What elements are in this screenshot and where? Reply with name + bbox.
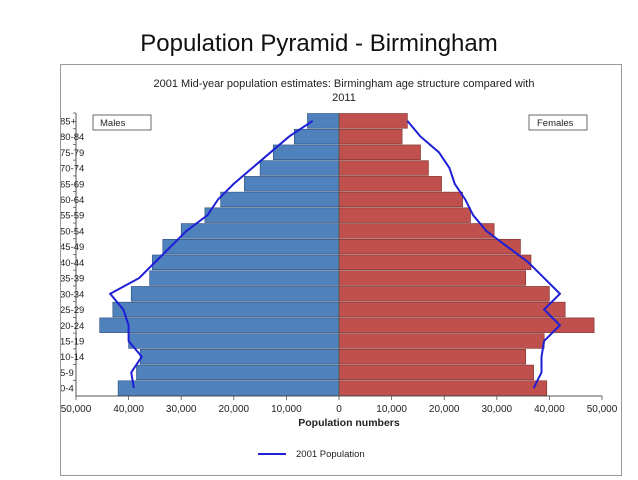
legend-males-label: Males bbox=[100, 118, 126, 129]
bar-female-35-39 bbox=[338, 270, 527, 286]
y-tick-label-65-69: 65-69 bbox=[61, 179, 84, 190]
bar-male-20-24 bbox=[99, 317, 340, 333]
slide-title: Population Pyramid - Birmingham bbox=[140, 30, 498, 57]
bar-male-35-39 bbox=[149, 270, 340, 286]
x-tick-label: 30,000 bbox=[166, 404, 197, 415]
bar-male-60-64 bbox=[220, 191, 340, 208]
bar-female-80-84 bbox=[338, 128, 403, 145]
x-tick-label: 50,000 bbox=[587, 404, 618, 415]
bar-male-25-29 bbox=[112, 301, 340, 318]
bar-female-70-74 bbox=[338, 160, 429, 176]
x-tick-label: 40,000 bbox=[113, 404, 144, 415]
x-tick-label: 20,000 bbox=[219, 404, 250, 415]
y-tick-label-40-44: 40-44 bbox=[61, 258, 84, 269]
bar-female-30-34 bbox=[338, 286, 550, 302]
y-tick-label-20-24: 20-24 bbox=[61, 321, 84, 332]
bar-female-25-29 bbox=[338, 301, 566, 318]
bar-male-55-59 bbox=[204, 207, 340, 223]
y-tick-label-5-9: 5-9 bbox=[61, 368, 74, 379]
bar-male-45-49 bbox=[162, 238, 340, 255]
y-tick-label-60-64: 60-64 bbox=[61, 195, 84, 206]
line-2001-male bbox=[108, 120, 314, 389]
bar-female-5-9 bbox=[338, 364, 534, 381]
y-tick-label-50-54: 50-54 bbox=[61, 226, 84, 237]
y-tick-label-30-34: 30-34 bbox=[61, 289, 84, 300]
y-tick-label-35-39: 35-39 bbox=[61, 274, 84, 285]
x-axis-title: Population numbers bbox=[298, 417, 400, 429]
y-tick-label-75-79: 75-79 bbox=[61, 148, 84, 159]
legend-females-label: Females bbox=[537, 118, 574, 129]
chart-frame: 2001 Mid-year population estimates: Birm… bbox=[60, 64, 622, 476]
bar-male-5-9 bbox=[136, 364, 340, 381]
bar-male-40-44 bbox=[151, 254, 340, 271]
x-tick-label: 20,000 bbox=[429, 404, 460, 415]
bar-female-60-64 bbox=[338, 191, 463, 208]
legend-females-box bbox=[528, 114, 588, 131]
y-tick-label-10-14: 10-14 bbox=[61, 352, 84, 363]
x-tick-label: 50,000 bbox=[61, 404, 92, 415]
x-tick-label: 10,000 bbox=[271, 404, 302, 415]
bar-male-50-54 bbox=[180, 223, 340, 239]
bar-male-10-14 bbox=[139, 349, 340, 365]
bar-female-55-59 bbox=[338, 207, 471, 223]
bar-female-85+ bbox=[338, 113, 408, 129]
bar-female-15-19 bbox=[338, 333, 545, 349]
bar-male-65-69 bbox=[244, 176, 340, 192]
bar-male-80-84 bbox=[293, 128, 340, 145]
legend-line-label: 2001 Population bbox=[296, 449, 365, 460]
x-tick-label: 0 bbox=[336, 404, 342, 415]
chart-title-line-2: 2011 bbox=[332, 92, 356, 104]
bar-female-75-79 bbox=[338, 144, 421, 160]
x-tick-label: 10,000 bbox=[376, 404, 407, 415]
y-tick-label-85+: 85+ bbox=[61, 116, 77, 127]
y-tick-label-0-4: 0-4 bbox=[61, 384, 74, 395]
bar-female-0-4 bbox=[338, 380, 548, 396]
y-tick-label-70-74: 70-74 bbox=[61, 164, 84, 175]
bar-female-40-44 bbox=[338, 254, 532, 271]
y-tick-label-45-49: 45-49 bbox=[61, 242, 84, 253]
bar-female-45-49 bbox=[338, 238, 521, 255]
y-tick-label-15-19: 15-19 bbox=[61, 336, 84, 347]
y-tick-label-55-59: 55-59 bbox=[61, 211, 84, 222]
bar-male-0-4 bbox=[117, 380, 340, 396]
bar-female-10-14 bbox=[338, 349, 527, 365]
population-pyramid-chart: 2001 Mid-year population estimates: Birm… bbox=[60, 78, 618, 460]
plot-area: 0-4 5-9 10-14 15-19 20-24 25-29 30-34 35-39 40-4… bbox=[60, 112, 618, 460]
x-tick-label: 30,000 bbox=[482, 404, 513, 415]
bar-female-65-69 bbox=[338, 176, 442, 192]
bar-male-70-74 bbox=[259, 160, 340, 176]
y-tick-label-80-84: 80-84 bbox=[61, 132, 84, 143]
bar-male-15-19 bbox=[128, 333, 340, 349]
y-tick-label-25-29: 25-29 bbox=[61, 305, 84, 316]
bar-female-50-54 bbox=[338, 223, 495, 239]
line-2001-female bbox=[406, 120, 562, 389]
bar-male-75-79 bbox=[272, 144, 340, 160]
bar-male-30-34 bbox=[130, 286, 340, 302]
legend-males-box bbox=[92, 114, 152, 131]
x-tick-label: 40,000 bbox=[534, 404, 565, 415]
chart-title-line-1: 2001 Mid-year population estimates: Birm… bbox=[154, 78, 535, 90]
